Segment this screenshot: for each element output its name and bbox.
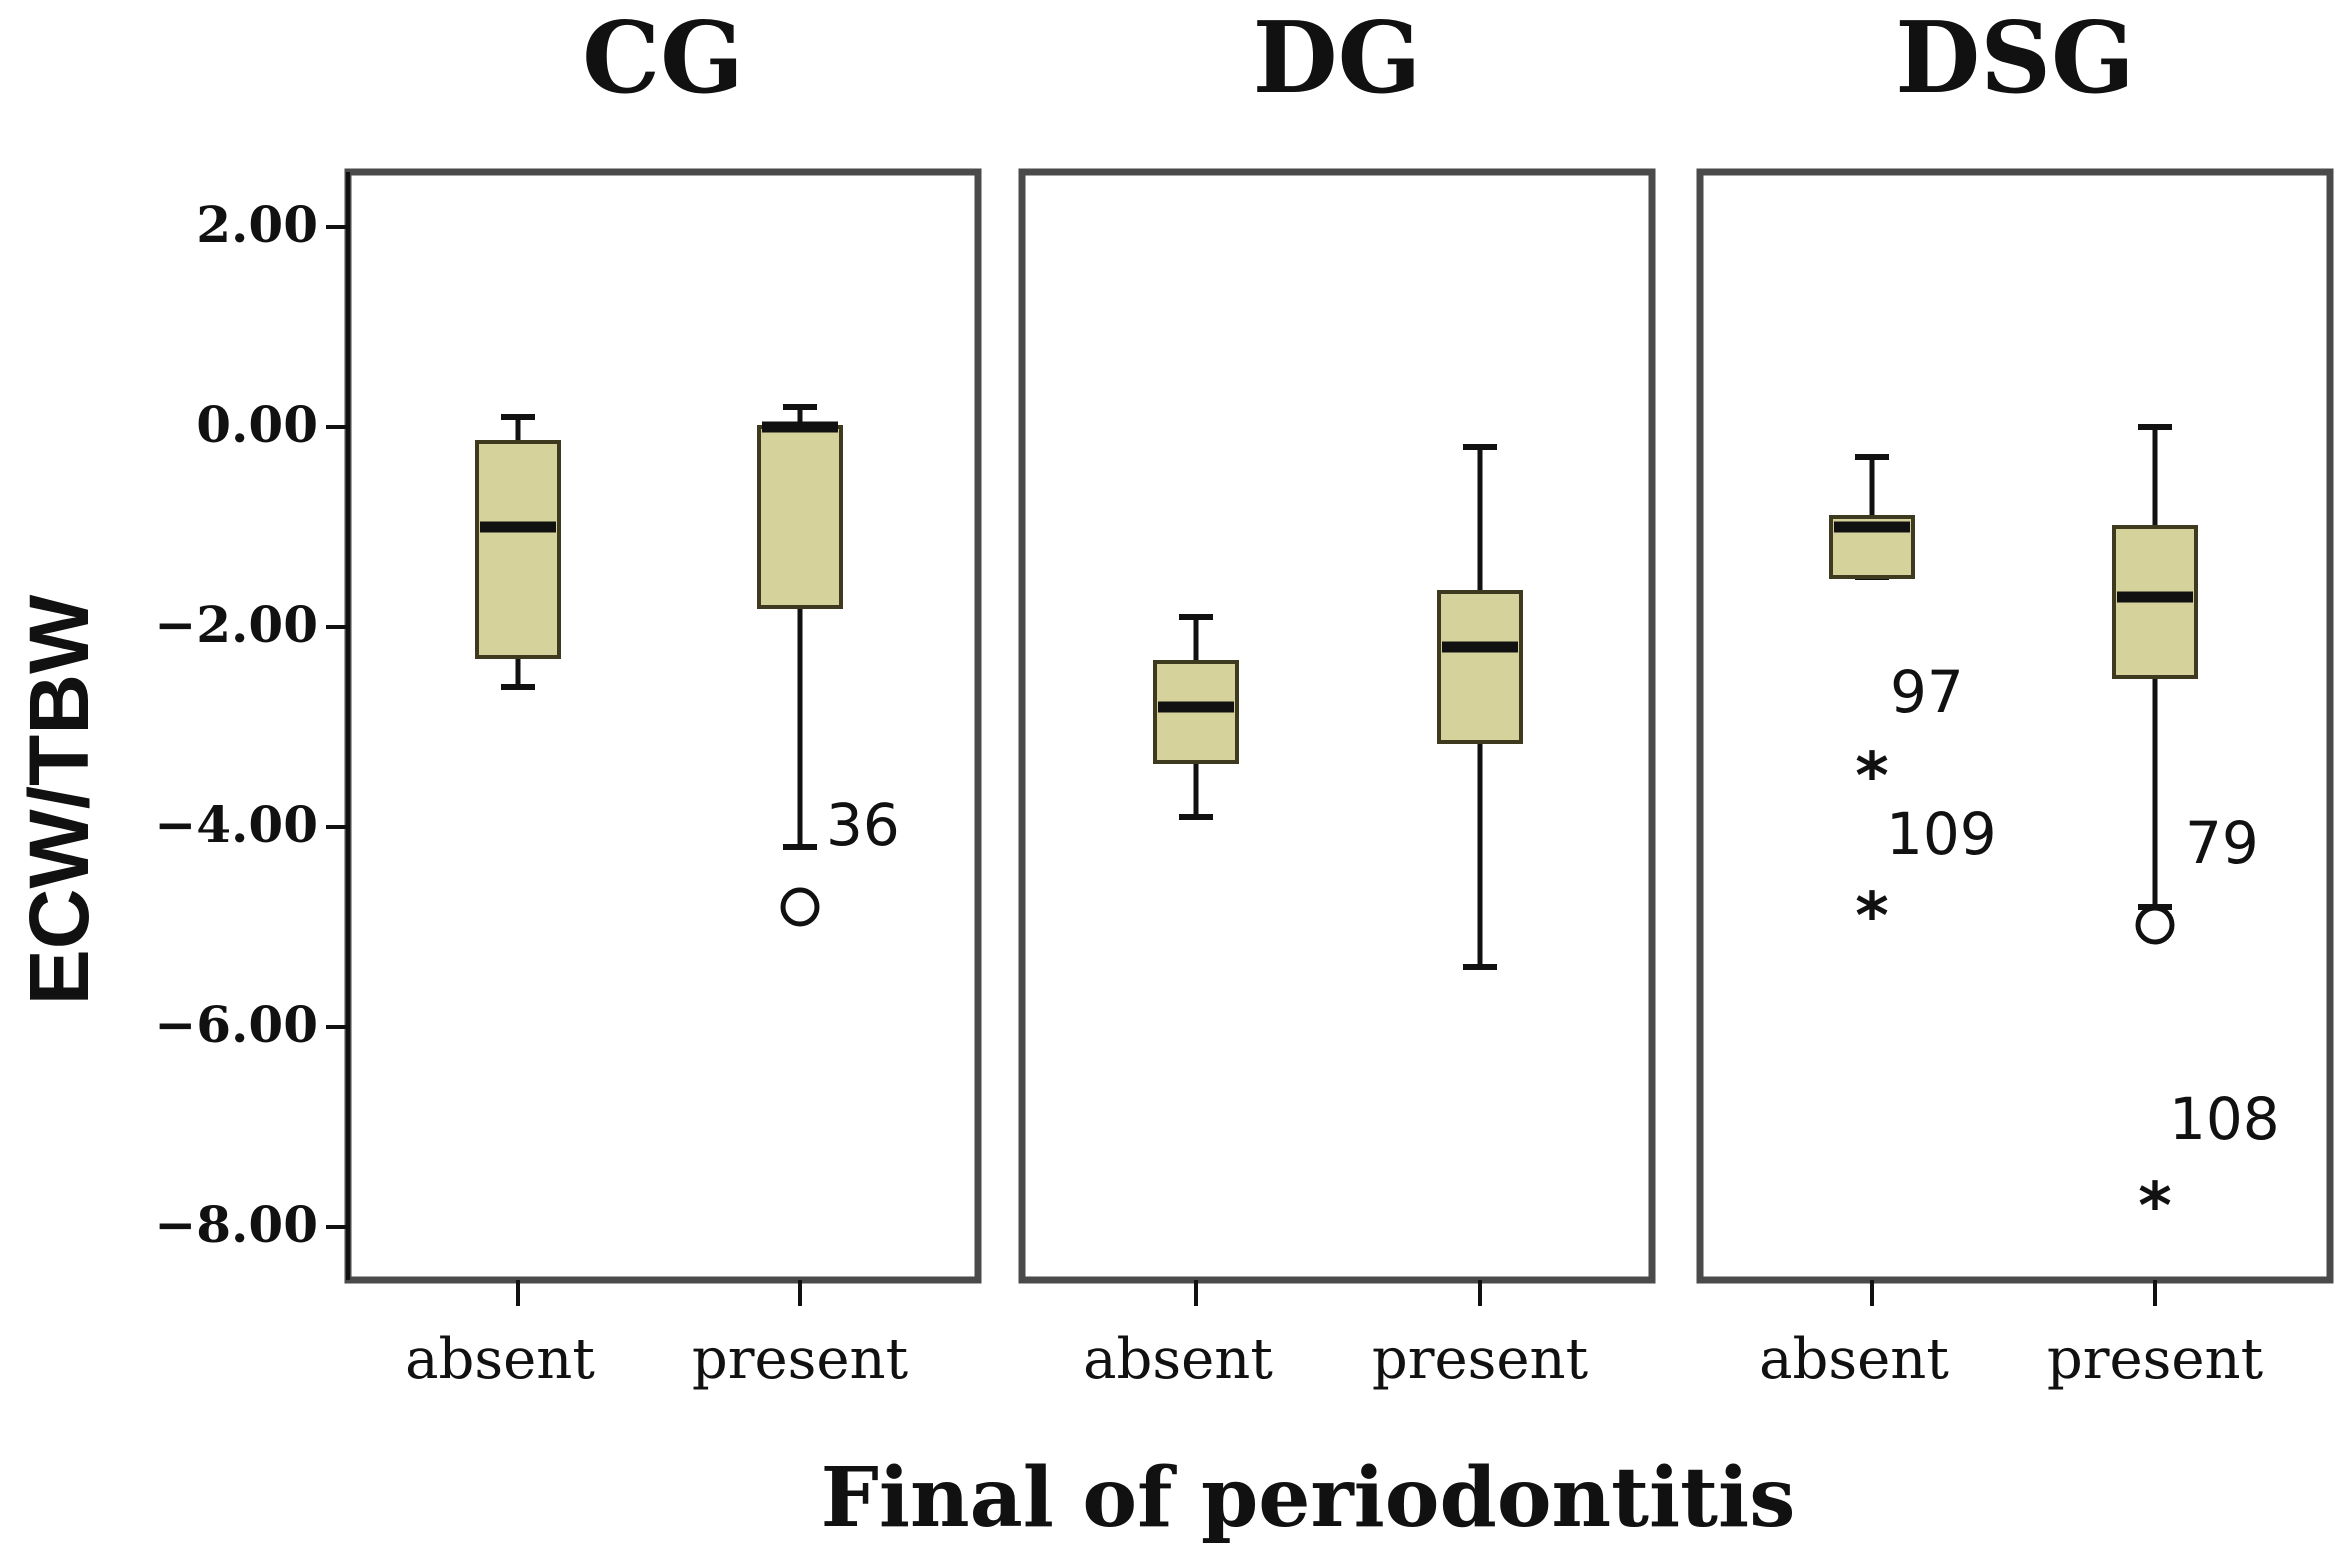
y-tick-label: −4.00 xyxy=(154,795,318,854)
outlier-circle xyxy=(780,887,820,927)
labels-layer: 2.00 0.00 −2.00 −4.00 −6.00 −8.00 ECW/TBW Final… xyxy=(12,1,2280,1546)
box xyxy=(1437,590,1523,744)
y-tick-label: −6.00 xyxy=(154,995,318,1054)
outlier-circle xyxy=(2135,905,2175,945)
y-axis xyxy=(326,172,350,1280)
outlier-label: 79 xyxy=(2185,809,2259,877)
x-axis-title: Final of periodontitis xyxy=(821,1450,1796,1546)
y-tick-label: 0.00 xyxy=(196,395,318,454)
x-tick-label: absent xyxy=(1759,1327,1949,1392)
y-tick-label: 2.00 xyxy=(196,195,318,254)
x-tick-label: present xyxy=(1372,1327,1589,1392)
outlier-label: 36 xyxy=(826,791,900,859)
y-tick-label: −8.00 xyxy=(154,1195,318,1254)
panel-cg xyxy=(344,168,982,1306)
x-tick-label: present xyxy=(692,1327,909,1392)
panel-dsg xyxy=(1696,168,2334,1306)
outlier-star: * xyxy=(1855,740,1888,814)
y-axis-title: ECW/TBW xyxy=(12,594,106,1005)
panel-title: DG xyxy=(1253,1,1422,116)
outlier-star: * xyxy=(1855,880,1888,954)
x-tick-label: absent xyxy=(405,1327,595,1392)
outlier-label: 109 xyxy=(1886,800,1997,868)
panel-title: CG xyxy=(582,1,744,116)
panel-dg xyxy=(1018,168,1656,1306)
outlier-label: 97 xyxy=(1890,658,1964,726)
panel-frame xyxy=(344,168,982,1284)
outlier-star: * xyxy=(2138,1170,2171,1244)
box xyxy=(475,440,561,659)
panels-layer xyxy=(344,168,2334,1306)
outlier-label: 108 xyxy=(2169,1085,2280,1153)
y-tick-label: −2.00 xyxy=(154,595,318,654)
x-tick-label: absent xyxy=(1083,1327,1273,1392)
panel-title: DSG xyxy=(1895,1,2134,116)
panel-frame xyxy=(1018,168,1656,1284)
box xyxy=(757,425,843,609)
panel-frame xyxy=(1696,168,2334,1284)
x-tick-label: present xyxy=(2047,1327,2264,1392)
